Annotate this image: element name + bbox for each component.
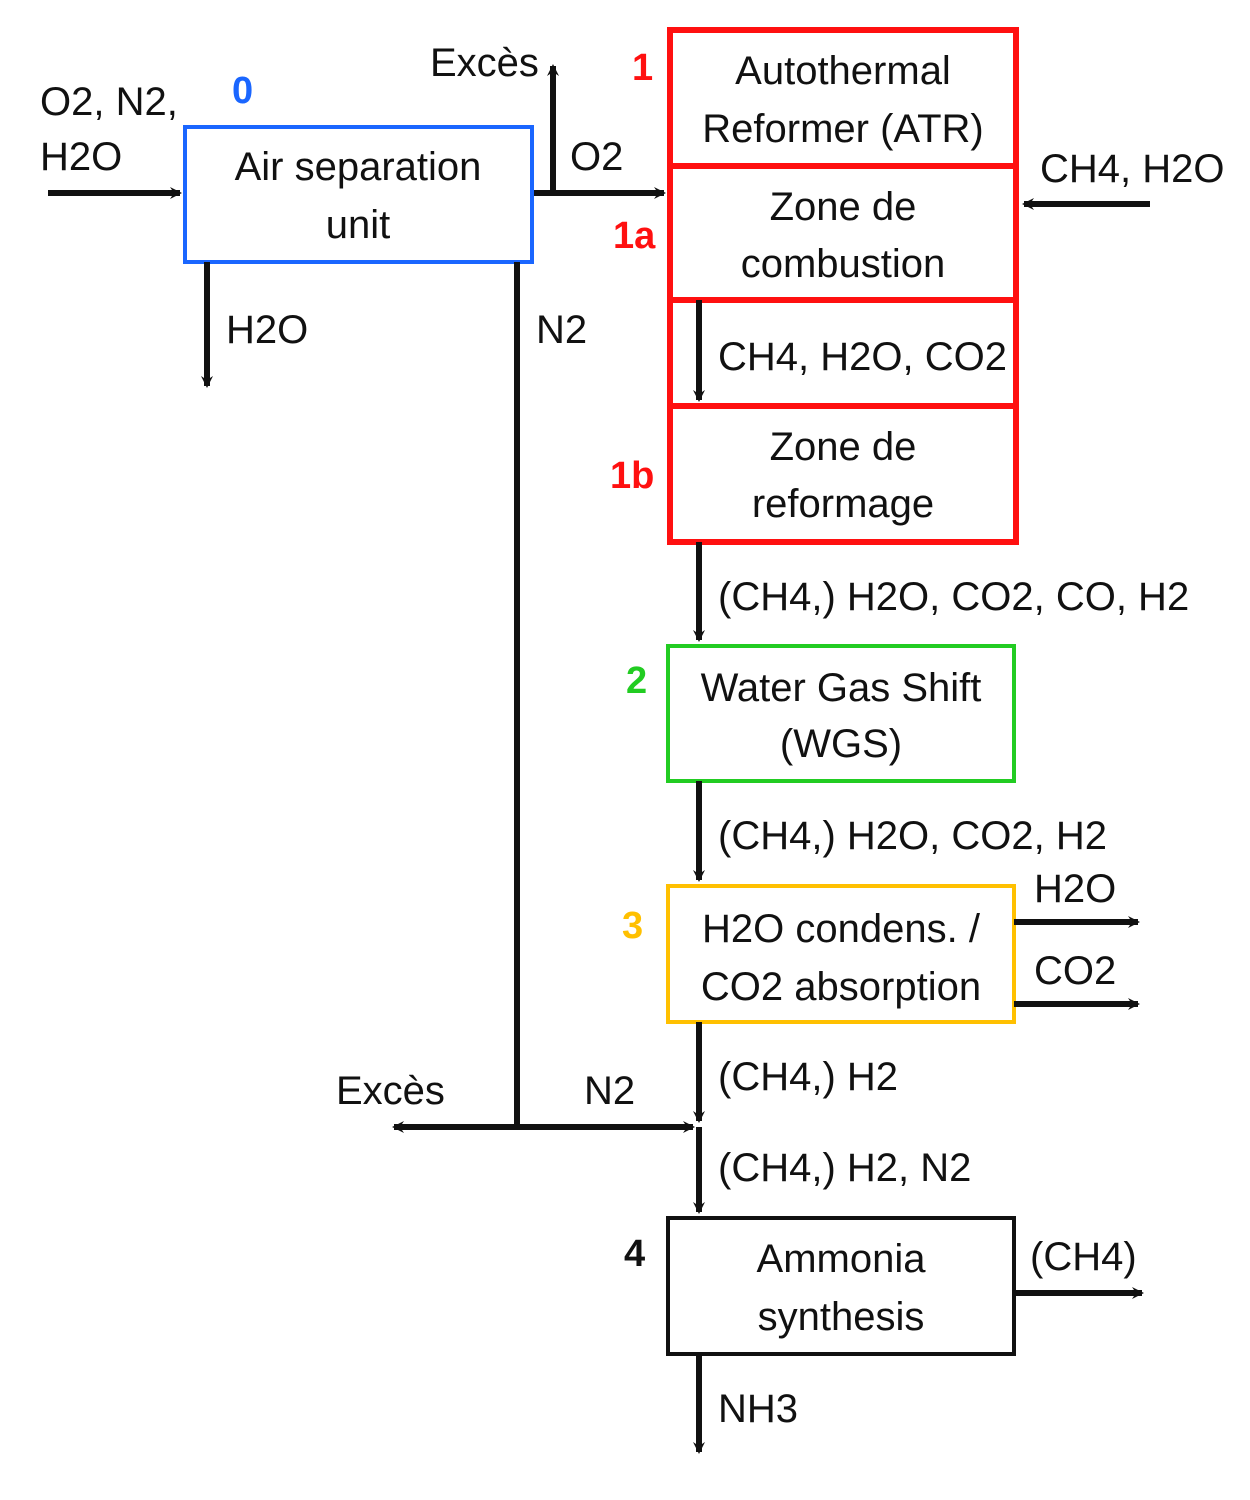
combustion-title-line2: combustion	[741, 242, 946, 286]
wgs-number: 2	[626, 660, 647, 702]
asu-box	[183, 125, 534, 264]
atr-title-line2: Reformer (ATR)	[702, 107, 983, 151]
separation-box	[666, 884, 1016, 1024]
separation-title-line2: CO2 absorption	[701, 965, 981, 1009]
n2-excess-label: Excès	[336, 1069, 445, 1113]
reforming-title-line1: Zone de	[770, 425, 917, 469]
ammonia-number: 4	[624, 1233, 645, 1275]
separation-title-line1: H2O condens. /	[702, 907, 981, 951]
combustion-number: 1a	[613, 215, 656, 257]
sep-h2o-label: H2O	[1034, 867, 1116, 911]
n2-feed-label: N2	[584, 1069, 635, 1113]
ammonia-purge-label: (CH4)	[1030, 1235, 1137, 1279]
n2-label: N2	[536, 308, 587, 352]
reforming-out-label: (CH4,) H2O, CO2, CO, H2	[718, 575, 1189, 619]
reforming-number: 1b	[610, 455, 654, 497]
asu-number: 0	[232, 70, 253, 112]
separation-number: 3	[622, 905, 643, 947]
reforming-title-line2: reformage	[752, 482, 934, 526]
nh3-product-label: NH3	[718, 1387, 798, 1431]
sep-co2-label: CO2	[1034, 949, 1116, 993]
asu-feed-label-line2: H2O	[40, 135, 122, 179]
ammonia-title-line2: synthesis	[758, 1295, 925, 1339]
atr-number: 1	[632, 47, 653, 89]
o2-label: O2	[570, 135, 623, 179]
mix-out-label: (CH4,) H2, N2	[718, 1146, 971, 1190]
atr-title-line1: Autothermal	[735, 49, 951, 93]
asu-feed-label-line1: O2, N2,	[40, 80, 178, 124]
asu-h2o-label: H2O	[226, 308, 308, 352]
atr-feed-label: CH4, H2O	[1040, 147, 1225, 191]
asu-title-line1: Air separation	[235, 145, 482, 189]
asu-excess-label: Excès	[430, 41, 539, 85]
ammonia-box	[666, 1216, 1016, 1356]
wgs-title-line1: Water Gas Shift	[701, 666, 982, 710]
combustion-out-label: CH4, H2O, CO2	[718, 335, 1007, 379]
wgs-box	[666, 644, 1016, 783]
sep-out-label: (CH4,) H2	[718, 1055, 898, 1099]
asu-title-line2: unit	[326, 203, 391, 247]
combustion-title-line1: Zone de	[770, 185, 917, 229]
wgs-out-label: (CH4,) H2O, CO2, H2	[718, 814, 1107, 858]
ammonia-title-line1: Ammonia	[757, 1237, 927, 1281]
wgs-title-line2: (WGS)	[780, 722, 902, 766]
reforming-zone-box	[667, 403, 1019, 545]
